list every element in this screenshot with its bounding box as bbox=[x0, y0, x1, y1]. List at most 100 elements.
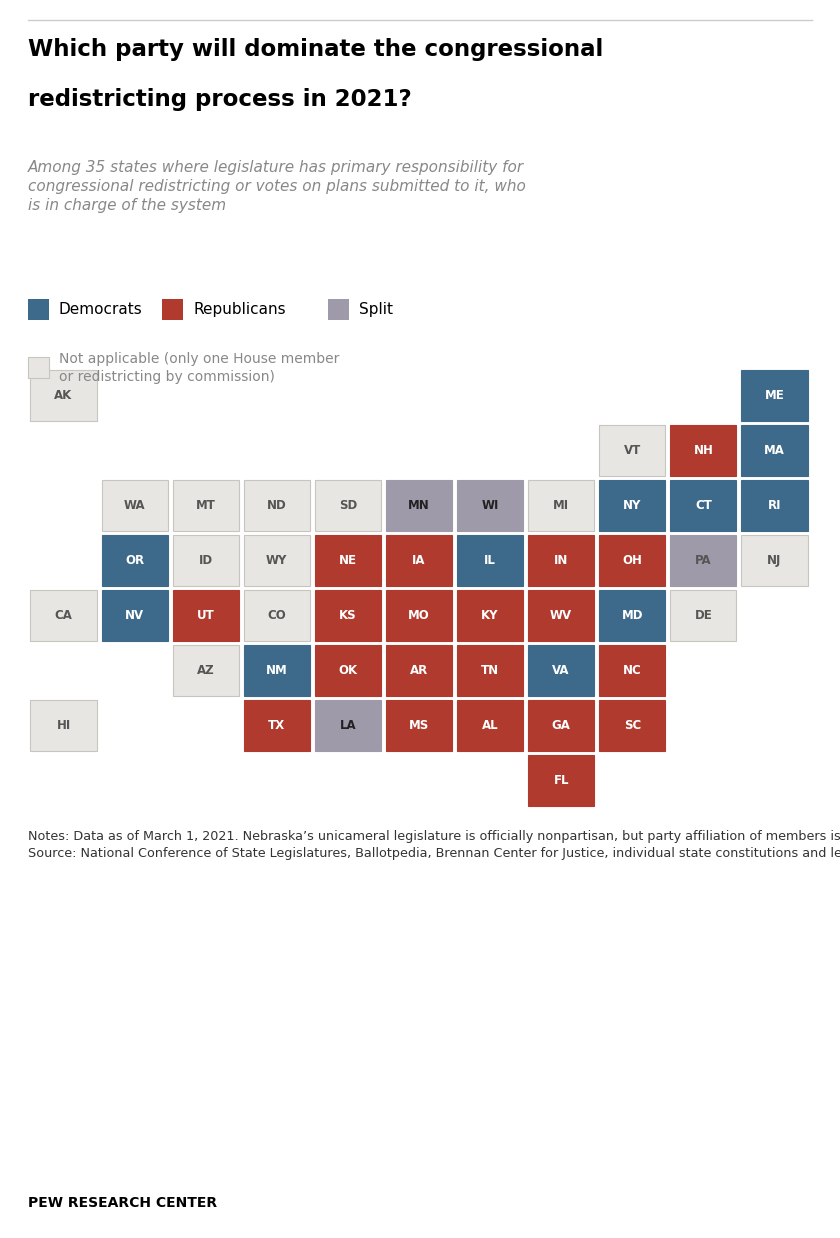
FancyBboxPatch shape bbox=[315, 699, 381, 751]
FancyBboxPatch shape bbox=[742, 480, 807, 531]
Text: MI: MI bbox=[553, 499, 570, 513]
Text: IA: IA bbox=[412, 553, 426, 567]
FancyBboxPatch shape bbox=[528, 645, 594, 696]
Text: NY: NY bbox=[623, 499, 642, 513]
FancyBboxPatch shape bbox=[30, 699, 97, 751]
Text: OK: OK bbox=[339, 664, 358, 677]
FancyBboxPatch shape bbox=[599, 535, 665, 586]
Text: Not applicable (only one House member
or redistricting by commission): Not applicable (only one House member or… bbox=[59, 352, 339, 384]
Text: PA: PA bbox=[695, 553, 711, 567]
Text: IN: IN bbox=[554, 553, 569, 567]
Text: GA: GA bbox=[552, 719, 570, 732]
FancyBboxPatch shape bbox=[599, 645, 665, 696]
Text: VT: VT bbox=[623, 444, 641, 457]
FancyBboxPatch shape bbox=[528, 535, 594, 586]
FancyBboxPatch shape bbox=[102, 591, 168, 641]
FancyBboxPatch shape bbox=[244, 591, 310, 641]
Text: DE: DE bbox=[695, 609, 712, 621]
FancyBboxPatch shape bbox=[457, 699, 523, 751]
FancyBboxPatch shape bbox=[173, 645, 239, 696]
FancyBboxPatch shape bbox=[315, 480, 381, 531]
FancyBboxPatch shape bbox=[599, 425, 665, 477]
FancyBboxPatch shape bbox=[102, 535, 168, 586]
Text: HI: HI bbox=[56, 719, 71, 732]
FancyBboxPatch shape bbox=[457, 645, 523, 696]
Text: WY: WY bbox=[266, 553, 287, 567]
Text: ME: ME bbox=[764, 389, 785, 402]
Text: AZ: AZ bbox=[197, 664, 214, 677]
Text: NV: NV bbox=[125, 609, 144, 621]
FancyBboxPatch shape bbox=[742, 425, 807, 477]
FancyBboxPatch shape bbox=[315, 645, 381, 696]
Text: MA: MA bbox=[764, 444, 785, 457]
Text: SC: SC bbox=[623, 719, 641, 732]
Text: Which party will dominate the congressional: Which party will dominate the congressio… bbox=[28, 38, 603, 61]
Text: KY: KY bbox=[481, 609, 499, 621]
FancyBboxPatch shape bbox=[670, 480, 737, 531]
FancyBboxPatch shape bbox=[528, 755, 594, 806]
FancyBboxPatch shape bbox=[30, 591, 97, 641]
Text: MO: MO bbox=[408, 609, 430, 621]
Text: FL: FL bbox=[554, 774, 569, 787]
FancyBboxPatch shape bbox=[742, 370, 807, 421]
Text: NC: NC bbox=[623, 664, 642, 677]
FancyBboxPatch shape bbox=[386, 699, 452, 751]
Text: PEW RESEARCH CENTER: PEW RESEARCH CENTER bbox=[28, 1196, 217, 1210]
Text: KS: KS bbox=[339, 609, 357, 621]
Text: ID: ID bbox=[199, 553, 213, 567]
Text: WA: WA bbox=[123, 499, 145, 513]
Text: VA: VA bbox=[553, 664, 570, 677]
FancyBboxPatch shape bbox=[244, 535, 310, 586]
FancyBboxPatch shape bbox=[30, 370, 97, 421]
FancyBboxPatch shape bbox=[173, 480, 239, 531]
FancyBboxPatch shape bbox=[528, 480, 594, 531]
FancyBboxPatch shape bbox=[173, 591, 239, 641]
FancyBboxPatch shape bbox=[244, 480, 310, 531]
Text: RI: RI bbox=[768, 499, 781, 513]
Text: TX: TX bbox=[268, 719, 286, 732]
Text: SD: SD bbox=[339, 499, 357, 513]
FancyBboxPatch shape bbox=[457, 591, 523, 641]
Text: WV: WV bbox=[550, 609, 572, 621]
Text: MT: MT bbox=[196, 499, 216, 513]
Text: CT: CT bbox=[695, 499, 711, 513]
Text: OR: OR bbox=[125, 553, 144, 567]
Text: MN: MN bbox=[408, 499, 430, 513]
FancyBboxPatch shape bbox=[386, 591, 452, 641]
FancyBboxPatch shape bbox=[173, 535, 239, 586]
FancyBboxPatch shape bbox=[328, 300, 349, 321]
FancyBboxPatch shape bbox=[386, 645, 452, 696]
FancyBboxPatch shape bbox=[599, 591, 665, 641]
FancyBboxPatch shape bbox=[386, 535, 452, 586]
FancyBboxPatch shape bbox=[670, 591, 737, 641]
FancyBboxPatch shape bbox=[599, 699, 665, 751]
Text: NH: NH bbox=[694, 444, 713, 457]
Text: NE: NE bbox=[339, 553, 357, 567]
FancyBboxPatch shape bbox=[28, 358, 49, 379]
Text: MD: MD bbox=[622, 609, 643, 621]
Text: Split: Split bbox=[359, 302, 393, 317]
FancyBboxPatch shape bbox=[244, 645, 310, 696]
FancyBboxPatch shape bbox=[162, 300, 183, 321]
Text: AL: AL bbox=[482, 719, 498, 732]
Text: TN: TN bbox=[481, 664, 499, 677]
Text: IL: IL bbox=[484, 553, 496, 567]
Text: NJ: NJ bbox=[767, 553, 782, 567]
Text: UT: UT bbox=[197, 609, 214, 621]
Text: MS: MS bbox=[409, 719, 429, 732]
FancyBboxPatch shape bbox=[386, 480, 452, 531]
Text: WI: WI bbox=[481, 499, 499, 513]
Text: Notes: Data as of March 1, 2021. Nebraska’s unicameral legislature is officially: Notes: Data as of March 1, 2021. Nebrask… bbox=[28, 829, 840, 860]
FancyBboxPatch shape bbox=[244, 699, 310, 751]
Text: redistricting process in 2021?: redistricting process in 2021? bbox=[28, 88, 412, 111]
Text: CO: CO bbox=[267, 609, 286, 621]
Text: Among 35 states where legislature has primary responsibility for
congressional r: Among 35 states where legislature has pr… bbox=[28, 160, 526, 213]
Text: AK: AK bbox=[55, 389, 73, 402]
FancyBboxPatch shape bbox=[528, 591, 594, 641]
Text: CA: CA bbox=[55, 609, 72, 621]
FancyBboxPatch shape bbox=[457, 480, 523, 531]
Text: NM: NM bbox=[266, 664, 287, 677]
Text: ND: ND bbox=[267, 499, 286, 513]
FancyBboxPatch shape bbox=[670, 425, 737, 477]
Text: Democrats: Democrats bbox=[59, 302, 143, 317]
